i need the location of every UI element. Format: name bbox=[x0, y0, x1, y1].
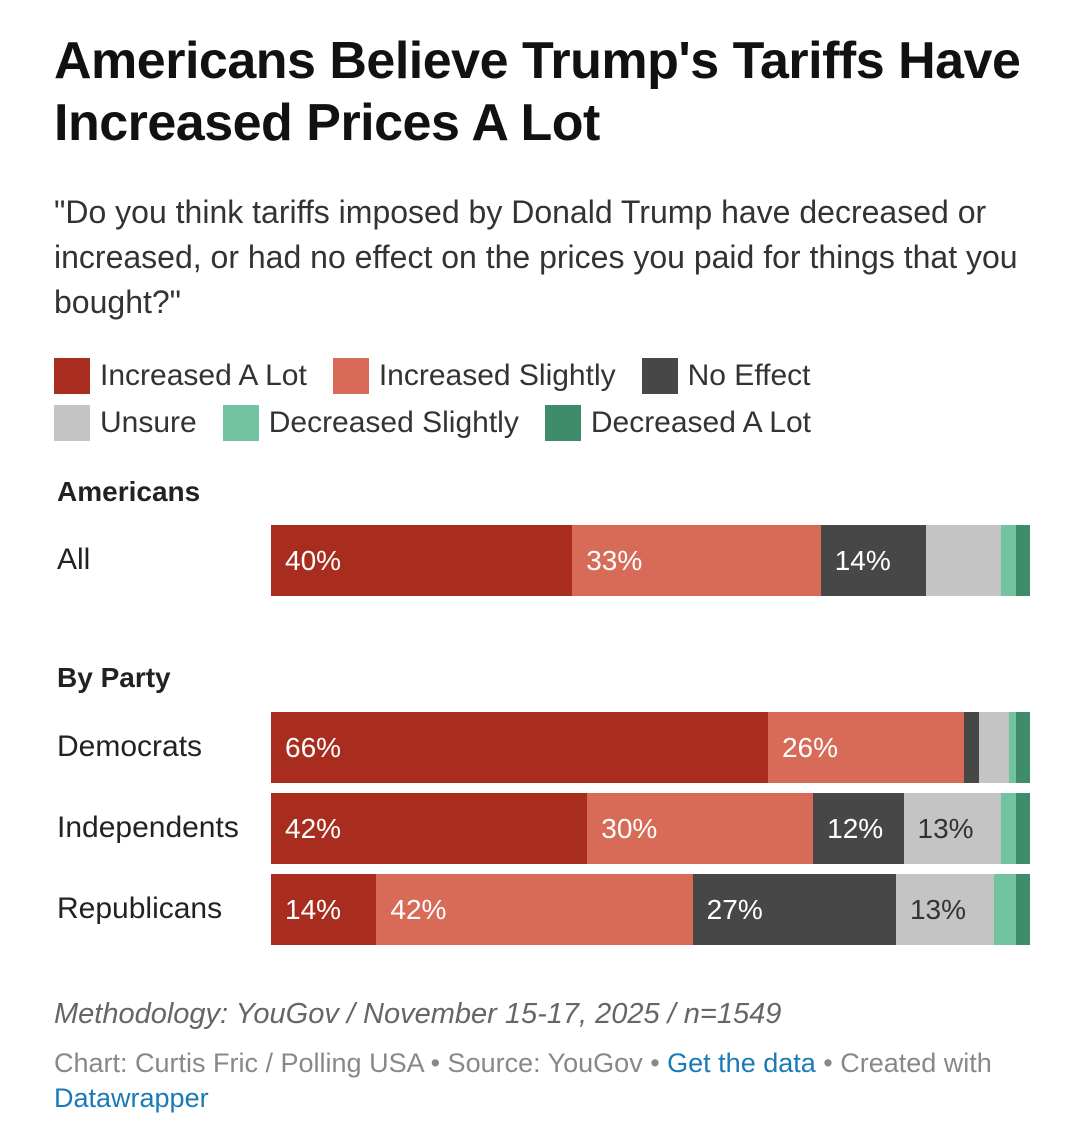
bar-value-label: 40% bbox=[285, 545, 342, 576]
legend-item-decreased-a-lot: Decreased A Lot bbox=[544, 404, 811, 441]
bar-segment-decreased-a-lot bbox=[1016, 793, 1031, 864]
bar-value-label: 42% bbox=[285, 813, 342, 844]
credits-text: Chart: Curtis Fric / Polling USA • Sourc… bbox=[54, 1048, 668, 1078]
legend-item-increased-slightly: Increased Slightly bbox=[332, 357, 616, 394]
legend-label: Unsure bbox=[100, 405, 197, 439]
legend-row: Increased A Lot Increased Slightly No Ef… bbox=[54, 352, 1044, 399]
legend-swatch bbox=[544, 404, 581, 441]
bar-segment-no-effect bbox=[963, 712, 980, 783]
legend-label: Decreased A Lot bbox=[590, 405, 811, 439]
bar-value-label: 13% bbox=[909, 894, 967, 925]
bar-segment-decreased-a-lot bbox=[1016, 712, 1031, 783]
bar-segment-decreased-a-lot bbox=[1016, 874, 1031, 945]
bar-value-label: 14% bbox=[285, 894, 342, 925]
section-title-americans: Americans bbox=[57, 476, 201, 507]
legend-label: Decreased Slightly bbox=[268, 405, 519, 439]
bar-segment-increased-a-lot: 42% bbox=[271, 793, 588, 864]
bar-segment-unsure: 13% bbox=[903, 793, 1002, 864]
bar-value-label: 42% bbox=[390, 894, 447, 925]
section-title-by-party: By Party bbox=[57, 662, 171, 693]
chart-title: Americans Believe Trump's Tariffs Have I… bbox=[54, 32, 1021, 152]
credits: Chart: Curtis Fric / Polling USA • Sourc… bbox=[54, 1046, 1014, 1116]
legend-item-no-effect: No Effect bbox=[641, 357, 811, 394]
created-with-text: • Created with bbox=[815, 1048, 992, 1078]
legend-swatch bbox=[332, 357, 369, 394]
bar-value-label: 27% bbox=[706, 894, 763, 925]
bar-segment-increased-a-lot: 66% bbox=[271, 712, 769, 783]
bar-value-label: 13% bbox=[917, 813, 974, 844]
bar-segment-no-effect: 12% bbox=[813, 793, 905, 864]
bar-value-label: 66% bbox=[285, 732, 342, 763]
legend-swatch bbox=[641, 357, 678, 394]
get-the-data-link[interactable]: Get the data bbox=[667, 1048, 816, 1078]
legend-label: No Effect bbox=[687, 358, 811, 392]
chart-subtitle: "Do you think tariffs imposed by Donald … bbox=[54, 194, 1018, 320]
bar-value-label: 12% bbox=[827, 813, 884, 844]
legend-swatch bbox=[54, 357, 90, 394]
legend-row: Unsure Decreased Slightly Decreased A Lo… bbox=[54, 399, 1044, 446]
bar-segment-unsure bbox=[926, 525, 1002, 596]
bar-independents: 42% 30% 12% 13% bbox=[271, 793, 1031, 864]
bar-value-label: 14% bbox=[834, 545, 891, 576]
bar-segment-increased-slightly: 26% bbox=[767, 712, 965, 783]
bar-value-label: 30% bbox=[601, 813, 658, 844]
bar-segment-decreased-slightly bbox=[1001, 525, 1017, 596]
legend-swatch bbox=[54, 404, 90, 441]
bar-segment-no-effect: 14% bbox=[820, 525, 927, 596]
row-label-democrats: Democrats bbox=[57, 730, 203, 763]
bar-value-label: 33% bbox=[586, 545, 643, 576]
bar-republicans: 14% 42% 27% 13% bbox=[271, 874, 1031, 945]
row-label-republicans: Republicans bbox=[57, 892, 223, 925]
legend: Increased A Lot Increased Slightly No Ef… bbox=[54, 352, 1044, 446]
legend-swatch bbox=[222, 404, 259, 441]
bar-segment-decreased-a-lot bbox=[1016, 525, 1031, 596]
bar-segment-increased-a-lot: 40% bbox=[271, 525, 573, 596]
legend-label: Increased A Lot bbox=[100, 358, 307, 392]
bar-segment-increased-a-lot: 14% bbox=[271, 874, 377, 945]
bar-all: 40% 33% 14% bbox=[271, 525, 1031, 596]
bar-segment-increased-slightly: 30% bbox=[587, 793, 814, 864]
legend-item-unsure: Unsure bbox=[54, 404, 197, 441]
bar-segment-increased-slightly: 42% bbox=[376, 874, 694, 945]
bar-segment-decreased-slightly bbox=[993, 874, 1017, 945]
bar-segment-no-effect: 27% bbox=[692, 874, 897, 945]
legend-item-increased-a-lot: Increased A Lot bbox=[54, 357, 307, 394]
bar-value-label: 26% bbox=[781, 732, 839, 763]
bar-segment-increased-slightly: 33% bbox=[572, 525, 822, 596]
row-label-all: All bbox=[57, 543, 91, 576]
legend-item-decreased-slightly: Decreased Slightly bbox=[222, 404, 519, 441]
bar-segment-unsure: 13% bbox=[895, 874, 995, 945]
legend-label: Increased Slightly bbox=[378, 358, 616, 392]
bar-segment-decreased-slightly bbox=[1001, 793, 1017, 864]
row-label-independents: Independents bbox=[57, 811, 239, 844]
bar-democrats: 66% 26% bbox=[271, 712, 1031, 783]
methodology-note: Methodology: YouGov / November 15-17, 20… bbox=[54, 998, 782, 1030]
datawrapper-link[interactable]: Datawrapper bbox=[54, 1083, 209, 1113]
bar-segment-unsure bbox=[978, 712, 1010, 783]
